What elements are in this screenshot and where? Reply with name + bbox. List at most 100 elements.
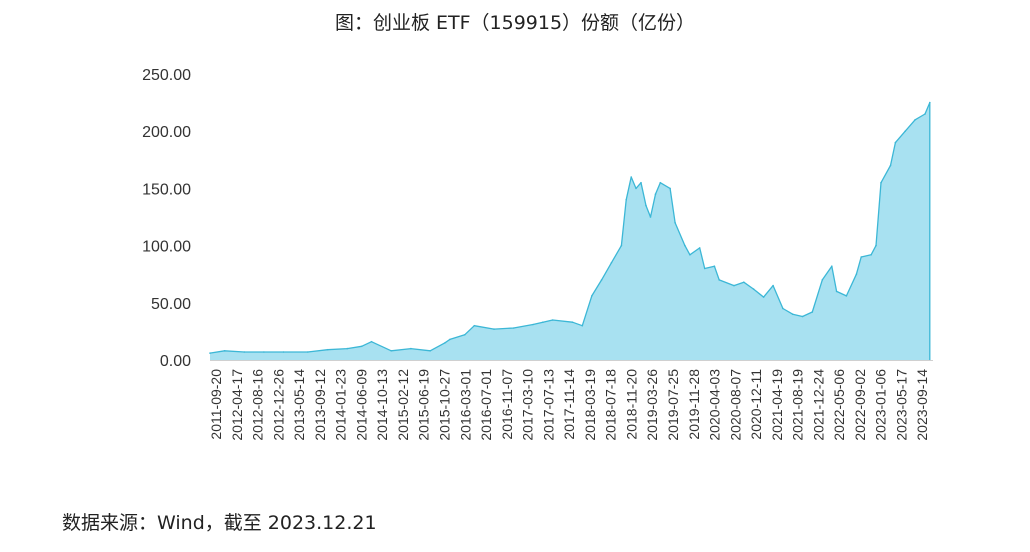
x-tick-label: 2014-10-13 [374, 369, 390, 441]
x-tick-label: 2022-09-02 [852, 369, 868, 441]
data-point [326, 348, 329, 351]
x-tick-label: 2017-11-14 [561, 369, 577, 440]
x-tick-label: 2019-07-25 [665, 369, 681, 441]
data-point [674, 221, 676, 224]
data-point [845, 295, 848, 297]
data-point [718, 279, 720, 281]
data-point [444, 342, 446, 344]
y-tick-label: 200.00 [142, 124, 191, 141]
data-point [659, 181, 662, 184]
data-point [410, 347, 412, 350]
data-point [307, 351, 309, 353]
x-tick-label: 2012-04-17 [229, 369, 245, 441]
data-point [860, 256, 862, 258]
data-point [654, 193, 657, 195]
data-point [512, 327, 515, 329]
data-point [620, 244, 623, 247]
data-point [698, 247, 701, 249]
data-point [360, 345, 363, 348]
x-tick-label: 2023-01-06 [873, 369, 889, 441]
data-point [831, 265, 833, 268]
x-tick-label: 2019-03-26 [644, 369, 660, 441]
x-tick-label: 2022-05-06 [831, 369, 847, 441]
data-point [390, 350, 393, 352]
x-tick-label: 2012-08-16 [250, 369, 266, 441]
y-axis: 0.00 50.00 100.00 150.00 200.00 250.00 [142, 67, 191, 370]
x-tick-label: 2016-11-07 [499, 369, 515, 440]
x-tick-label: 2016-03-01 [457, 369, 473, 441]
y-tick-label: 50.00 [151, 296, 191, 313]
data-point [782, 307, 784, 310]
x-tick-label: 2014-06-09 [353, 369, 369, 441]
x-tick-label: 2015-02-12 [395, 369, 411, 441]
x-tick-label: 2020-04-03 [707, 369, 723, 441]
x-tick-label: 2021-12-24 [810, 369, 826, 441]
x-tick-label: 2015-06-19 [416, 369, 432, 441]
data-point [801, 315, 804, 318]
data-point [209, 352, 211, 354]
x-tick-label: 2021-08-19 [790, 369, 806, 441]
y-tick-label: 100.00 [142, 239, 191, 256]
data-point [429, 350, 432, 352]
data-point [713, 265, 716, 268]
data-point [752, 288, 755, 290]
data-point [772, 284, 774, 287]
data-point [649, 216, 652, 218]
y-tick-label: 150.00 [142, 181, 191, 198]
x-tick-label: 2018-03-19 [582, 369, 598, 441]
data-point [791, 313, 794, 316]
x-tick-label: 2013-09-12 [312, 369, 328, 441]
y-tick-label: 250.00 [142, 67, 191, 84]
data-point [645, 204, 647, 207]
data-point [625, 199, 627, 201]
data-point [880, 181, 882, 184]
x-tick-label: 2018-11-20 [623, 369, 639, 440]
data-point [835, 290, 838, 293]
data-point [493, 328, 495, 330]
data-point [571, 321, 574, 324]
data-point [875, 244, 877, 247]
data-point [600, 279, 603, 281]
data-point [689, 254, 691, 256]
data-point [924, 113, 926, 115]
x-tick-label: 2017-07-13 [540, 369, 556, 441]
data-point [551, 319, 554, 321]
data-point [904, 130, 906, 132]
data-point [463, 334, 466, 336]
data-point [449, 338, 451, 341]
area-fill [210, 102, 930, 360]
data-point [370, 340, 373, 343]
x-tick-label: 2023-05-17 [894, 369, 910, 441]
x-tick-label: 2020-12-11 [748, 369, 764, 440]
x-tick-label: 2014-01-23 [333, 369, 349, 441]
x-tick-label: 2017-03-10 [520, 369, 536, 441]
data-point [223, 350, 226, 352]
data-point [762, 296, 765, 298]
data-point [684, 244, 686, 247]
data-point [855, 273, 858, 276]
data-point [889, 164, 892, 167]
data-point [346, 347, 349, 350]
x-tick-label: 2015-10-27 [437, 369, 453, 441]
x-tick-label: 2021-04-19 [769, 369, 785, 441]
source-note: 数据来源：Wind，截至 2023.12.21 [62, 512, 377, 534]
x-tick-label: 2020-08-07 [727, 369, 743, 441]
data-point [743, 281, 745, 284]
data-point [870, 254, 872, 256]
data-point [894, 141, 897, 144]
x-tick-label: 2023-09-14 [914, 369, 930, 441]
chart-title: 图：创业板 ETF（159915）份额（亿份） [334, 12, 696, 34]
data-point [669, 187, 671, 190]
data-point [591, 295, 593, 297]
data-point [914, 119, 916, 121]
x-tick-label: 2011-09-20 [208, 369, 224, 440]
x-tick-label: 2016-07-01 [478, 369, 494, 441]
x-tick-label: 2013-05-14 [291, 369, 307, 441]
x-tick-label: 2012-12-26 [270, 369, 286, 441]
data-point [640, 181, 642, 184]
data-point [630, 176, 632, 178]
data-point [532, 323, 534, 326]
data-point [733, 284, 735, 287]
data-point [282, 351, 285, 353]
